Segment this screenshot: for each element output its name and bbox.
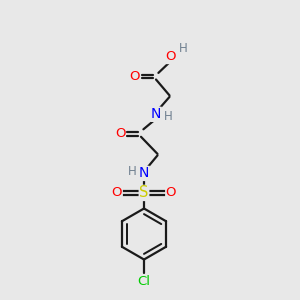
Text: H: H	[128, 165, 136, 178]
Text: O: O	[166, 186, 176, 200]
Text: N: N	[151, 107, 161, 121]
Text: S: S	[139, 185, 149, 200]
Text: Cl: Cl	[137, 275, 151, 288]
Text: O: O	[112, 186, 122, 200]
Text: O: O	[115, 127, 125, 140]
Text: H: H	[178, 41, 188, 55]
Text: O: O	[166, 50, 176, 64]
Text: H: H	[164, 110, 173, 123]
Text: N: N	[139, 167, 149, 180]
Text: O: O	[130, 70, 140, 83]
